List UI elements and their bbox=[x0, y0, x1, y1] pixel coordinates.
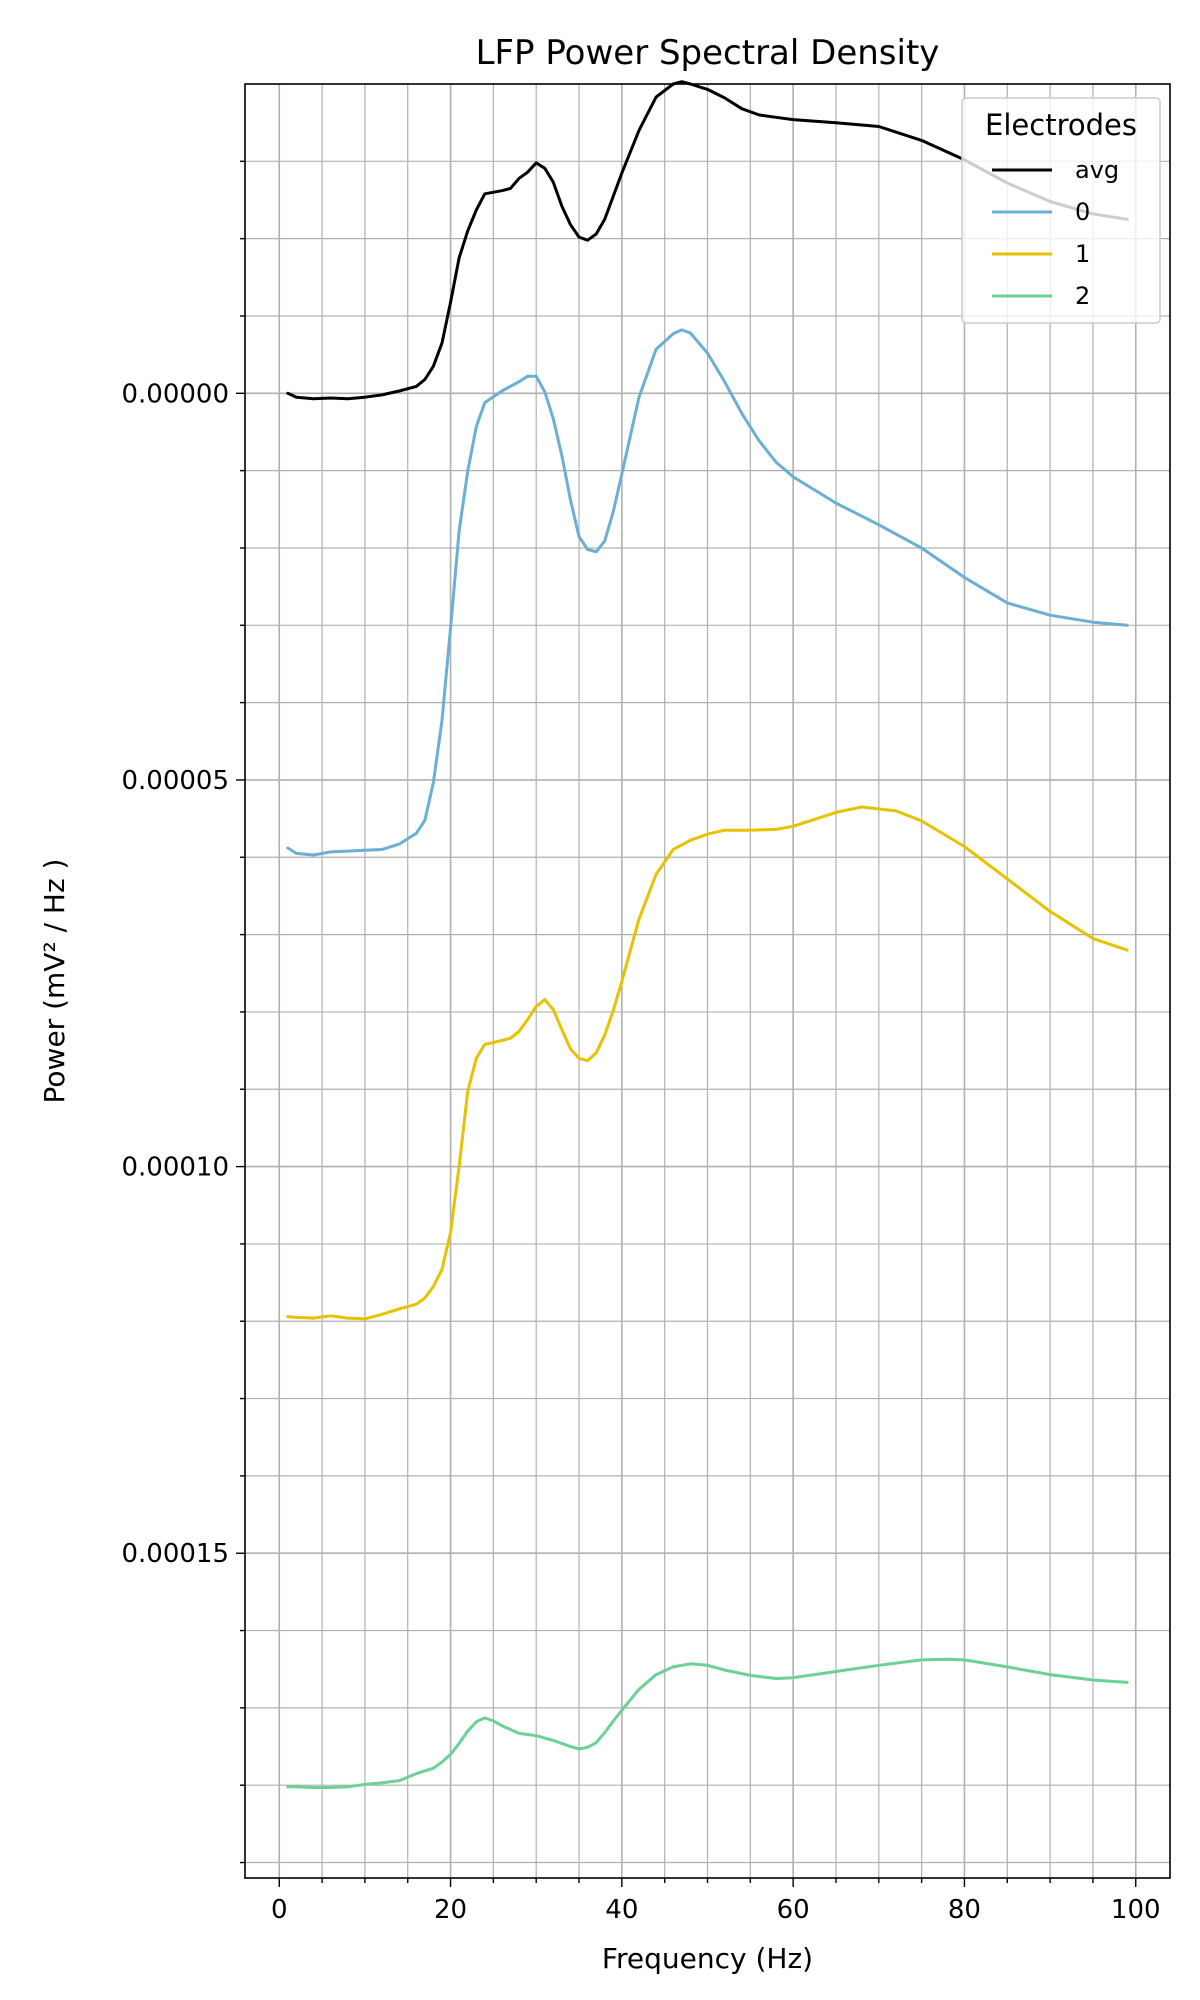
series-line-1 bbox=[286, 805, 1129, 1321]
y-axis-label: Power (mV² / Hz ) bbox=[38, 859, 71, 1104]
series-line-2 bbox=[286, 1657, 1129, 1789]
x-tick-label: 80 bbox=[948, 1895, 981, 1925]
y-tick-label: 0.00010 bbox=[121, 1153, 229, 1183]
legend-title: Electrodes bbox=[985, 108, 1137, 142]
legend-label-1: 1 bbox=[1075, 240, 1090, 268]
minor-gridlines bbox=[245, 84, 1170, 1878]
legend-label-2: 2 bbox=[1075, 282, 1090, 310]
x-tick-label: 20 bbox=[434, 1895, 467, 1925]
chart-title: LFP Power Spectral Density bbox=[476, 33, 940, 73]
y-tick-label: 0.00015 bbox=[121, 1539, 229, 1569]
legend: Electrodes avg 0 1 2 bbox=[961, 97, 1161, 324]
series-line-0 bbox=[286, 328, 1129, 857]
legend-label-0: 0 bbox=[1075, 198, 1090, 226]
x-tick-label: 40 bbox=[605, 1895, 638, 1925]
x-tick-label: 100 bbox=[1111, 1895, 1161, 1925]
x-tick-label: 60 bbox=[777, 1895, 810, 1925]
x-tick-label: 0 bbox=[271, 1895, 288, 1925]
y-tick-label: 0.00000 bbox=[121, 379, 229, 409]
series-lines bbox=[286, 80, 1129, 1789]
series-line-avg bbox=[286, 80, 1129, 401]
legend-box bbox=[961, 97, 1161, 324]
x-axis-label: Frequency (Hz) bbox=[602, 1942, 813, 1975]
y-tick-label: 0.00005 bbox=[121, 766, 229, 796]
legend-label-avg: avg bbox=[1075, 156, 1119, 184]
